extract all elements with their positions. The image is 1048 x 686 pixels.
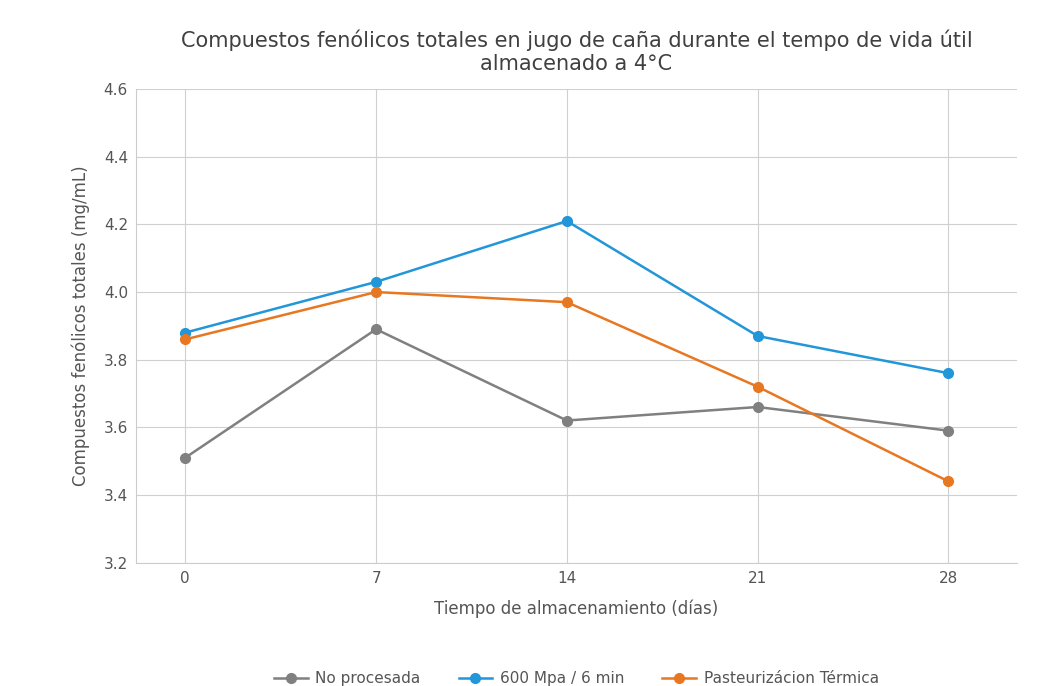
Y-axis label: Compuestos fenólicos totales (mg/mL): Compuestos fenólicos totales (mg/mL) [71, 165, 90, 486]
No procesada [751, 403, 764, 411]
Pasteurizácion Térmica [370, 288, 383, 296]
Legend: No procesada, 600 Mpa / 6 min, Pasteurizácion Térmica: No procesada, 600 Mpa / 6 min, Pasteuriz… [268, 665, 885, 686]
X-axis label: Tiempo de almacenamiento (días): Tiempo de almacenamiento (días) [434, 600, 719, 618]
Pasteurizácion Térmica [942, 477, 955, 486]
600 Mpa / 6 min [561, 217, 573, 225]
Title: Compuestos fenólicos totales en jugo de caña durante el tempo de vida útil
almac: Compuestos fenólicos totales en jugo de … [180, 29, 973, 73]
Line: No procesada: No procesada [180, 324, 954, 462]
Line: 600 Mpa / 6 min: 600 Mpa / 6 min [180, 216, 954, 378]
No procesada [561, 416, 573, 425]
Pasteurizácion Térmica [751, 383, 764, 391]
No procesada [370, 325, 383, 333]
No procesada [942, 427, 955, 435]
Line: Pasteurizácion Térmica: Pasteurizácion Térmica [180, 287, 954, 486]
600 Mpa / 6 min [942, 369, 955, 377]
Pasteurizácion Térmica [561, 298, 573, 306]
600 Mpa / 6 min [370, 278, 383, 286]
600 Mpa / 6 min [179, 329, 192, 337]
600 Mpa / 6 min [751, 332, 764, 340]
Pasteurizácion Térmica [179, 335, 192, 344]
No procesada [179, 453, 192, 462]
